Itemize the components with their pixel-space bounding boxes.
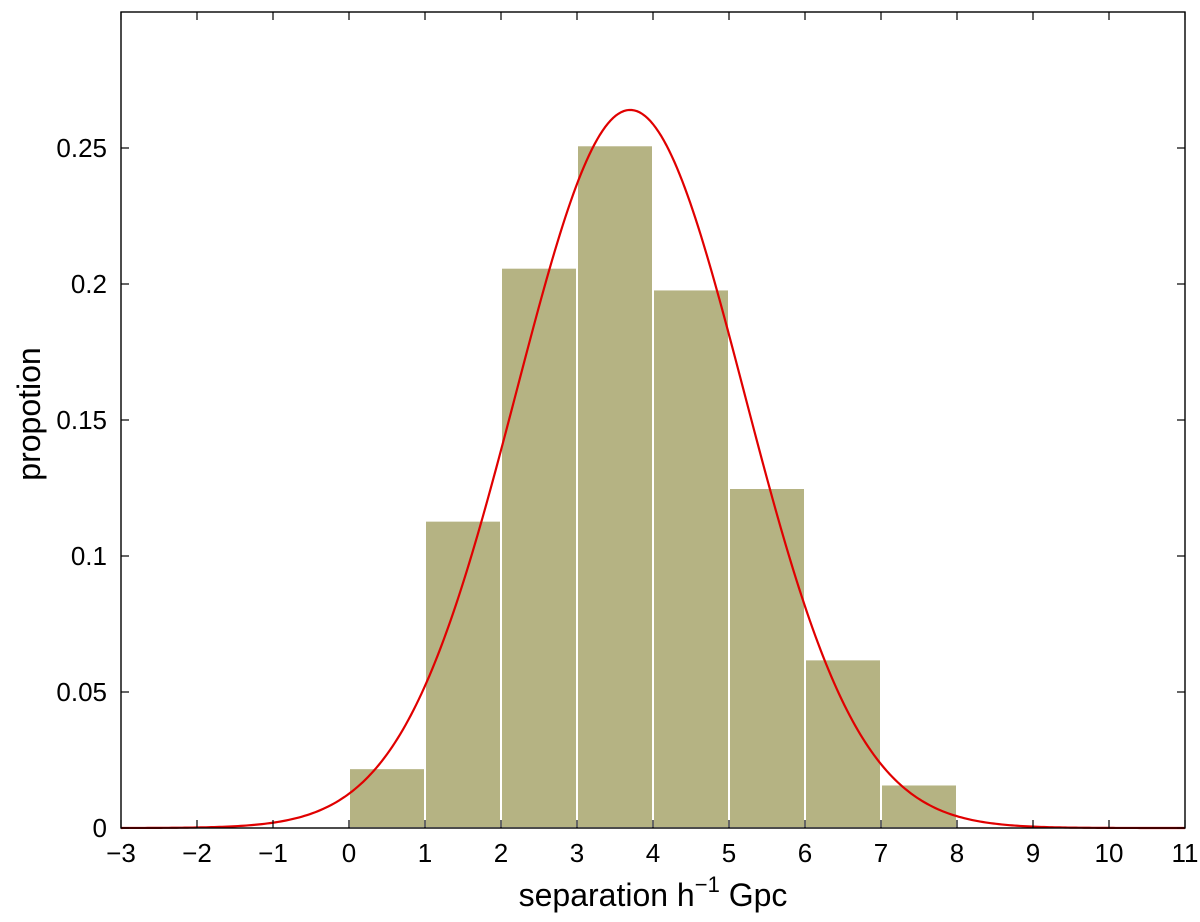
histogram-bar-4 [652,288,730,829]
x-tick-label-8: 5 [722,838,736,868]
x-tick-label-11: 8 [950,838,964,868]
y-tick-label-2: 0.1 [71,541,107,571]
x-tick-label-12: 9 [1026,838,1040,868]
x-tick-label-7: 4 [646,838,660,868]
x-axis-label: separation h−1 Gpc [519,872,788,913]
gaussian-fit-curve [120,108,1185,830]
histogram-bar-0 [348,767,426,829]
y-tick-label-0: 0 [93,813,107,843]
histogram-bars [348,144,958,829]
x-tick-label-0: −3 [106,838,136,868]
x-tick-label-13: 10 [1095,838,1124,868]
x-tick-label-1: −2 [182,838,212,868]
x-tick-labels: −3 −2 −1 0 1 2 3 4 5 6 7 8 9 10 11 [106,838,1198,868]
x-tick-label-2: −1 [258,838,288,868]
y-tick-label-5: 0.25 [56,133,107,163]
y-tick-labels: 0 0.05 0.1 0.15 0.2 0.25 [56,133,107,843]
histogram-bar-1 [424,519,502,829]
x-tick-label-10: 7 [874,838,888,868]
y-tick-label-1: 0.05 [56,677,107,707]
y-tick-label-4: 0.2 [71,269,107,299]
x-tick-label-6: 3 [570,838,584,868]
x-tick-label-3: 0 [342,838,356,868]
y-tick-label-3: 0.15 [56,405,107,435]
histogram-bar-6 [804,658,882,829]
x-tick-label-9: 6 [798,838,812,868]
y-axis-label: propotion [11,347,47,480]
histogram-bar-5 [728,487,806,829]
axis-ticks [120,12,1186,829]
histogram-bar-3 [576,144,654,829]
x-tick-label-4: 1 [418,838,432,868]
histogram-bar-2 [500,266,578,829]
histogram-bar-7 [880,783,958,829]
x-tick-label-14: 11 [1172,838,1199,868]
x-tick-label-5: 2 [494,838,508,868]
